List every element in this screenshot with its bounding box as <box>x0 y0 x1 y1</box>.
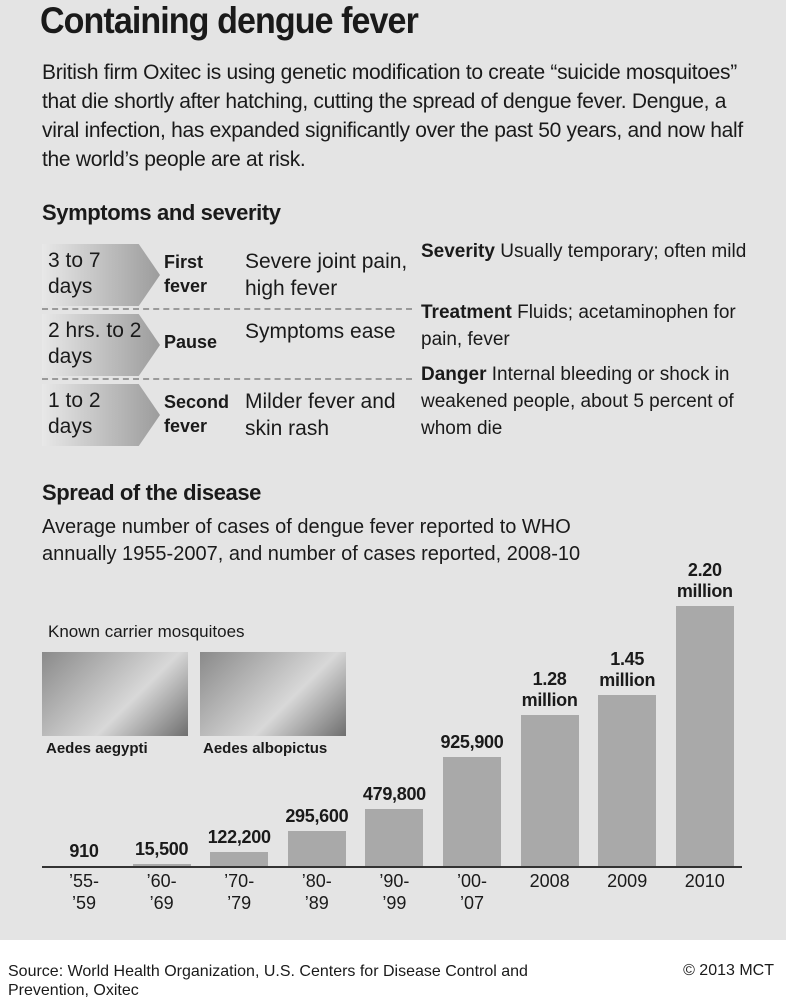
value-label: 925,900 <box>440 731 504 752</box>
bar <box>287 831 346 866</box>
note: Danger Internal bleeding or shock in wea… <box>421 361 751 442</box>
description: Symptoms ease <box>245 320 396 343</box>
bar <box>443 756 501 866</box>
value-label: 295,600 <box>285 806 349 827</box>
note: Treatment Fluids; acetaminophen for pain… <box>421 299 751 353</box>
note-label: Treatment <box>421 302 512 323</box>
duration: 1 to 2 days <box>48 389 101 438</box>
bar <box>598 694 657 866</box>
x-tick-label: 2008 <box>529 871 570 891</box>
bar <box>675 606 734 866</box>
note-text: Usually temporary; often mild <box>500 241 747 262</box>
note-label: Danger <box>421 364 487 385</box>
separator <box>42 308 412 310</box>
value-label: 479,800 <box>362 784 426 805</box>
value-label: 2.20 million <box>676 560 733 601</box>
chart-subtitle: Average number of cases of dengue fever … <box>42 516 581 565</box>
value-label: 910 <box>69 840 99 861</box>
x-tick-label: 2010 <box>684 871 725 891</box>
title: Containing dengue fever <box>40 0 419 41</box>
value-label: 1.45 million <box>599 648 656 690</box>
symptom-row: 1 to 2 days Second fever Milder fever an… <box>42 380 412 450</box>
bar <box>132 864 191 866</box>
bar <box>520 714 579 866</box>
footer <box>0 940 786 1000</box>
photo-caption: Aedes aegypti <box>46 740 148 757</box>
x-tick-label: ’55- ’59 <box>68 871 99 913</box>
arrow <box>42 314 160 376</box>
symptom-row: 3 to 7 days First fever Severe joint pai… <box>42 240 412 310</box>
photo <box>42 652 188 736</box>
value-label: 15,500 <box>134 839 189 860</box>
photo-heading: Known carrier mosquitoes <box>48 622 245 641</box>
x-tick-label: ’90- ’99 <box>379 871 410 913</box>
chart-title: Spread of the disease <box>42 480 262 505</box>
photo <box>200 652 346 736</box>
credit: © 2013 MCT <box>683 962 774 979</box>
description: Severe joint pain, high fever <box>245 250 408 300</box>
arrow <box>42 384 160 446</box>
x-tick-label: ’80- ’89 <box>301 871 332 913</box>
arrow <box>42 244 160 306</box>
note-text: Internal bleeding or shock in weakened p… <box>421 364 734 439</box>
duration: 2 hrs. to 2 days <box>48 319 142 368</box>
photo-caption: Aedes albopictus <box>203 740 328 757</box>
description: Milder fever and skin rash <box>245 390 396 440</box>
stage: First fever <box>164 252 208 296</box>
stage: Second fever <box>164 392 230 436</box>
stage: Pause <box>164 332 218 352</box>
note: Severity Usually temporary; often mild <box>421 238 751 265</box>
value-label: 122,200 <box>207 826 271 847</box>
baseline <box>42 866 742 868</box>
intro: British firm Oxitec is using genetic mod… <box>42 61 743 171</box>
symptom-row: 2 hrs. to 2 days Pause Symptoms ease <box>42 310 412 380</box>
x-tick-label: ’60- ’69 <box>146 871 177 913</box>
x-tick-label: 2009 <box>607 871 648 891</box>
note-text: Fluids; acetaminophen for pain, fever <box>421 302 736 350</box>
source: Source: World Health Organization, U.S. … <box>8 963 528 999</box>
bar <box>210 851 269 866</box>
x-tick-label: ’00- ’07 <box>456 871 487 913</box>
bar <box>365 809 424 866</box>
x-tick-label: ’70- ’79 <box>224 871 255 913</box>
value-label: 1.28 million <box>521 668 578 710</box>
note-label: Severity <box>421 241 495 262</box>
duration: 3 to 7 days <box>48 249 101 298</box>
separator <box>42 378 412 380</box>
section-heading: Symptoms and severity <box>42 200 281 225</box>
